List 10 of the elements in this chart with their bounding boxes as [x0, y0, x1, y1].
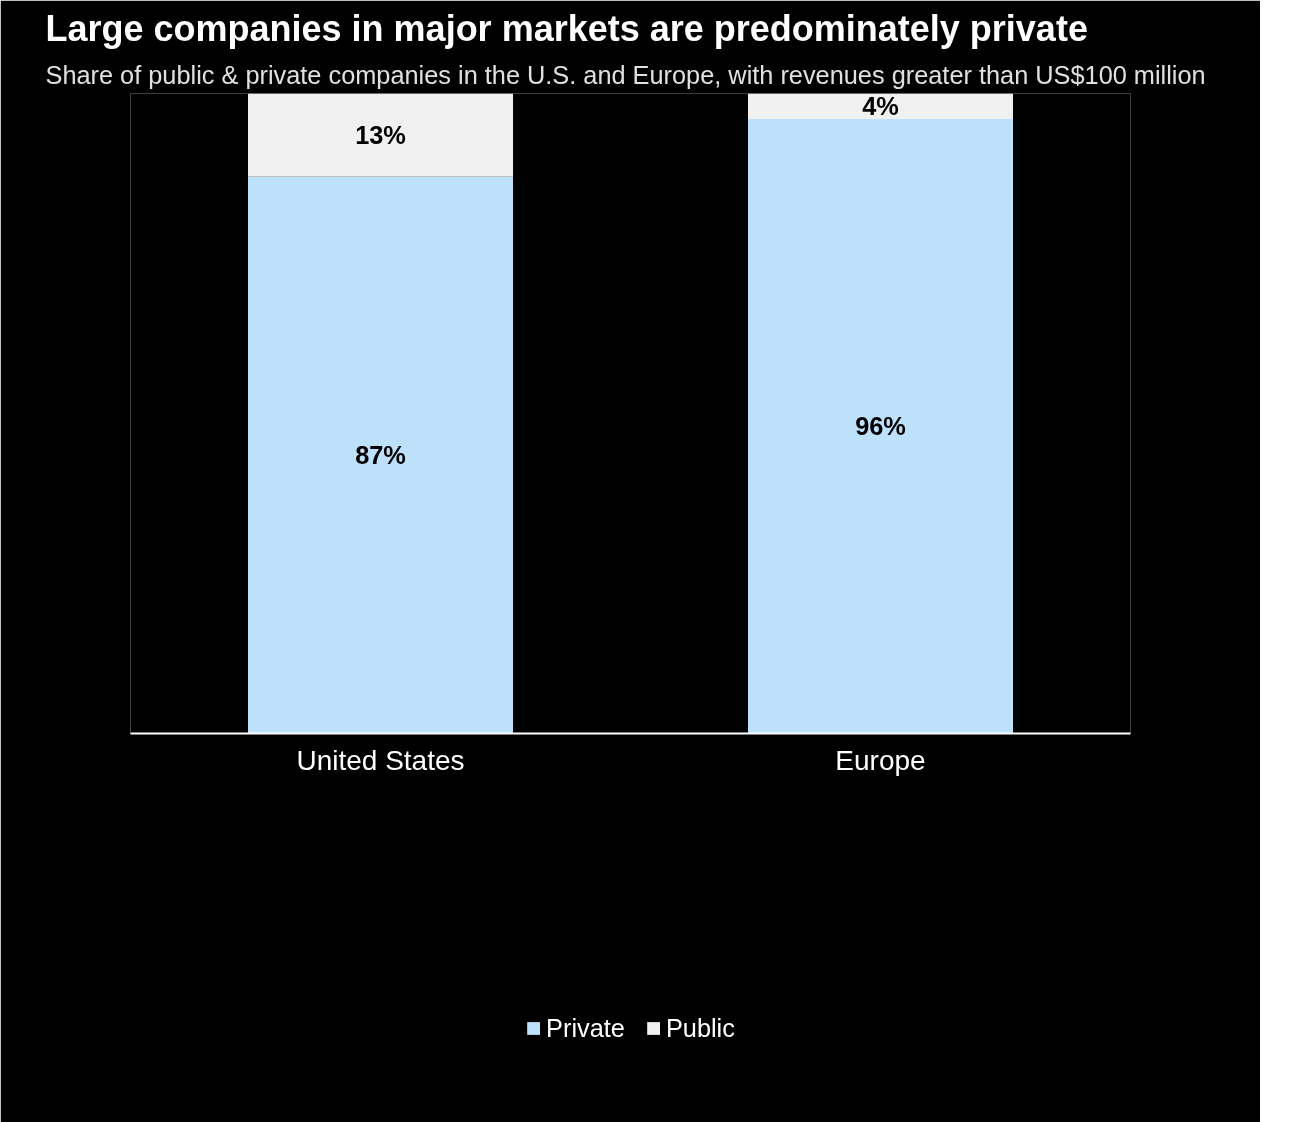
legend-label: Public [665, 1013, 735, 1043]
data-label: 87% [355, 441, 406, 470]
data-label: 96% [855, 412, 906, 441]
data-label: 4% [862, 92, 899, 121]
chart-subtitle: Share of public & private companies in the U.S. and Europe, with revenues greater than US$100 million [45, 60, 1206, 89]
chart-title: Large companies in major markets are predominately private [45, 7, 1088, 49]
legend-label: Private [546, 1013, 625, 1043]
x-tick-label: Europe [835, 744, 926, 776]
data-label: 13% [355, 121, 406, 150]
x-tick-label: United States [296, 744, 465, 776]
